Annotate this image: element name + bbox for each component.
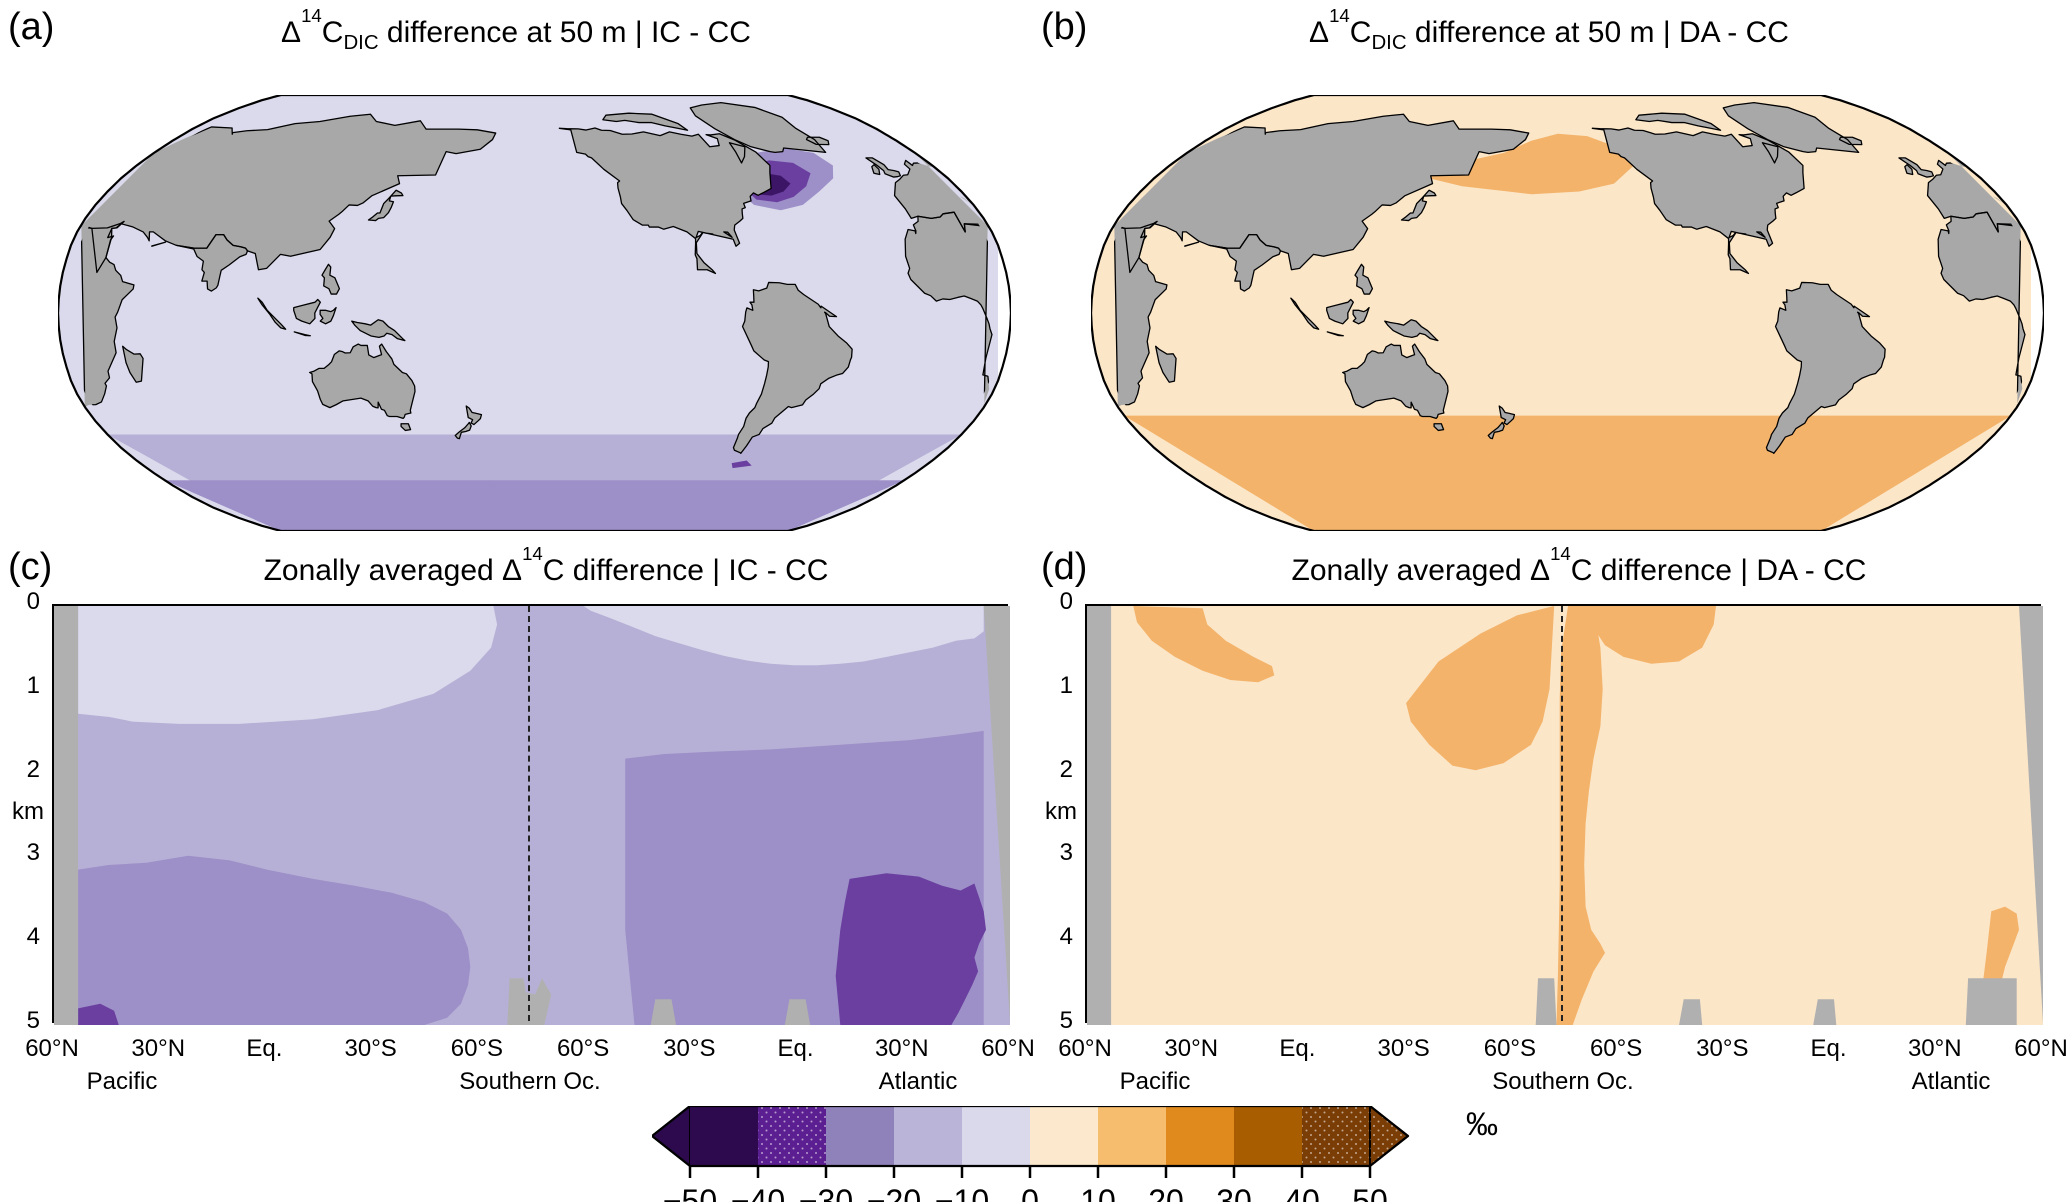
svg-text:−20: −20 [867,1183,921,1202]
svg-text:−40: −40 [731,1183,785,1202]
svg-text:50: 50 [1352,1183,1388,1202]
svg-text:−30: −30 [799,1183,853,1202]
svg-text:40: 40 [1284,1183,1320,1202]
svg-text:20: 20 [1148,1183,1184,1202]
svg-text:−10: −10 [935,1183,989,1202]
svg-text:30: 30 [1216,1183,1252,1202]
svg-text:−50: −50 [663,1183,717,1202]
svg-text:10: 10 [1080,1183,1116,1202]
svg-text:0: 0 [1021,1183,1039,1202]
